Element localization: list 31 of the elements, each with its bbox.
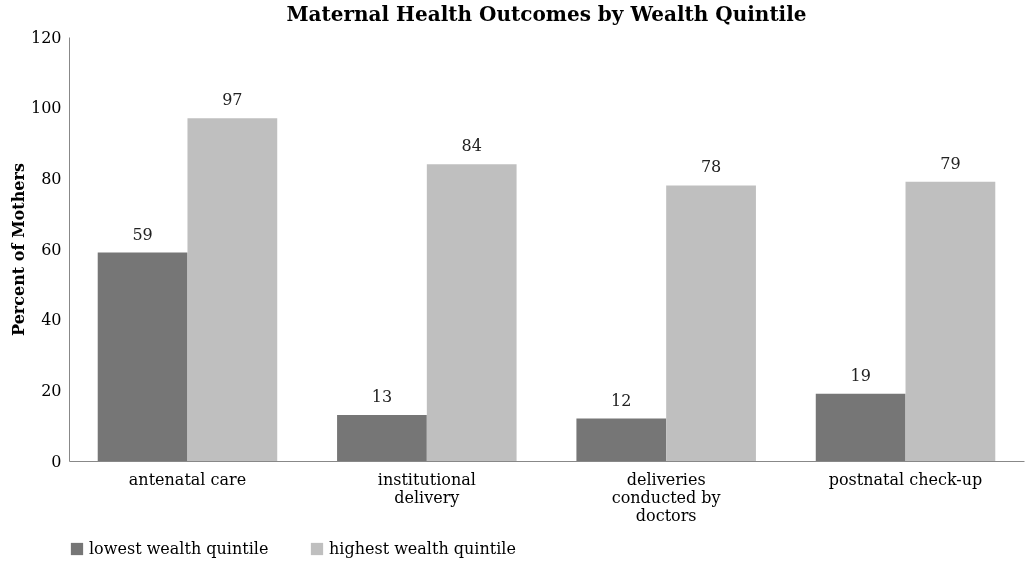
bar (426, 164, 517, 461)
y-tick-label: 80 (41, 168, 62, 188)
bar (97, 252, 188, 461)
legend-label: lowest wealth quintile (89, 539, 269, 558)
y-tick-label: 0 (51, 451, 62, 471)
data-label: 97 (222, 90, 243, 110)
bar (666, 185, 756, 461)
x-tick-label: postnatal check-up (828, 469, 983, 489)
data-label: 79 (940, 153, 961, 173)
data-label: 59 (132, 224, 153, 244)
data-label: 19 (850, 365, 871, 385)
chart-title: Maternal Health Outcomes by Wealth Quintile (286, 2, 807, 26)
bar (576, 418, 667, 461)
bar (187, 118, 278, 461)
y-axis-title: Percent of Mothers (8, 163, 28, 336)
y-tick-label: 20 (41, 380, 62, 400)
data-label: 12 (611, 390, 632, 410)
bar (337, 415, 427, 461)
bar (815, 393, 906, 461)
y-tick-label: 120 (30, 27, 62, 47)
bar (905, 181, 996, 461)
data-label: 78 (700, 157, 722, 177)
y-tick-label: 40 (41, 310, 62, 330)
y-tick-label: 60 (41, 239, 62, 259)
data-label: 84 (461, 136, 482, 156)
x-tick-label: institutional delivery (377, 469, 476, 507)
legend-label: highest wealth quintile (329, 539, 516, 558)
y-tick-label: 100 (30, 98, 62, 118)
x-tick-label: deliveries conducted by doctors (611, 469, 721, 525)
data-label: 13 (371, 387, 393, 407)
x-tick-label: antenatal care (128, 469, 247, 489)
